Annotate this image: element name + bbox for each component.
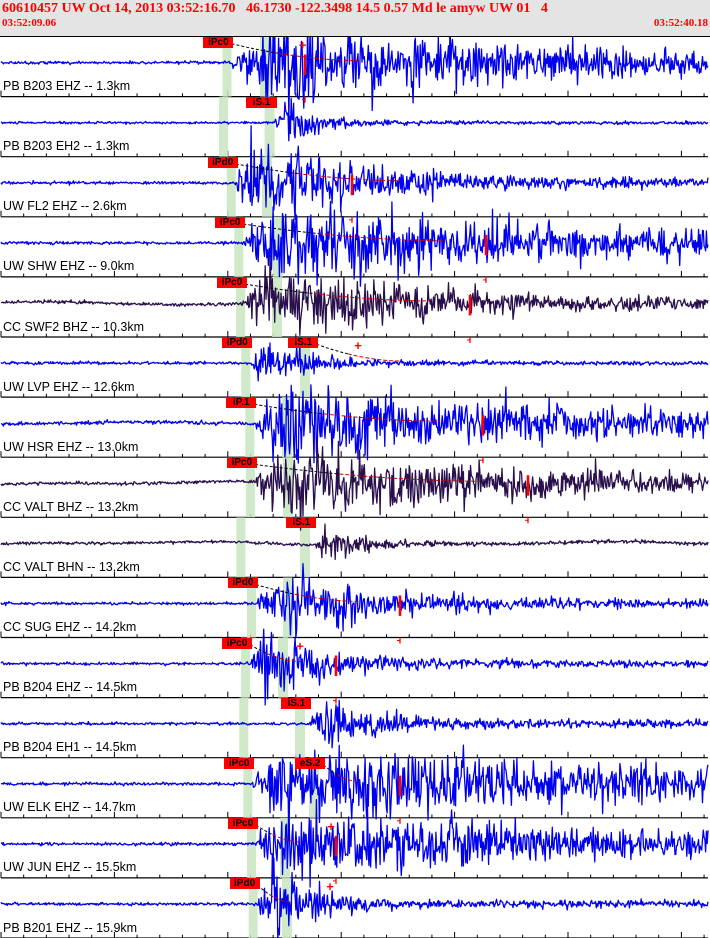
svg-text:+: +: [354, 338, 362, 353]
svg-text:+: +: [296, 639, 304, 654]
svg-text:+: +: [326, 879, 334, 894]
svg-text:+: +: [299, 38, 307, 53]
svg-text:+: +: [327, 819, 335, 834]
